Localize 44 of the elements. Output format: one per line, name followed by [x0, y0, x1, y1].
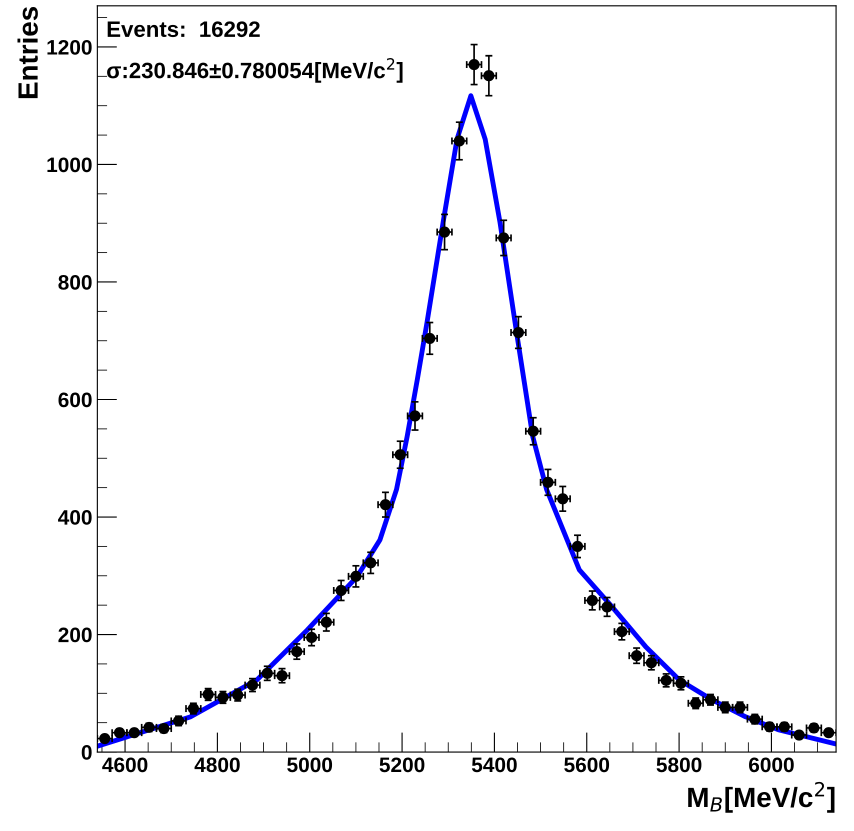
x-axis-title: M$_{B}$[MeV/c$^{2}$] [688, 782, 834, 813]
point [365, 557, 376, 568]
point [394, 449, 406, 460]
y-tick-label: 800 [58, 274, 92, 290]
point [306, 632, 318, 644]
x-tick-label: 5200 [380, 757, 424, 772]
x-tick-label: 4800 [194, 757, 240, 772]
point [320, 616, 332, 628]
point [424, 332, 436, 344]
point [528, 426, 539, 437]
y-tick-label: 600 [58, 392, 92, 408]
point [336, 584, 347, 596]
point [616, 626, 628, 638]
point [246, 680, 258, 691]
point [483, 70, 494, 82]
point [350, 570, 362, 582]
y-tick-label: 1200 [47, 40, 92, 55]
point [512, 326, 524, 338]
point [454, 135, 465, 147]
point [498, 232, 510, 244]
x-tick-label: 6000 [749, 757, 794, 772]
x-tick-label: 5000 [287, 757, 332, 772]
annotation: σ:230.846±0.780054[MeV/c$^{2}$] [107, 58, 403, 83]
x-tick-label: 5400 [472, 757, 517, 772]
y-tick-label: 1000 [47, 157, 92, 172]
x-tick-label: 4600 [102, 757, 148, 772]
y-tick-label: 200 [58, 628, 92, 642]
point [409, 410, 421, 422]
point [291, 646, 302, 658]
point [586, 594, 598, 606]
annotation: Events: 16292 [108, 21, 260, 38]
point [557, 493, 568, 504]
point [572, 540, 584, 552]
point [99, 732, 110, 744]
point [468, 59, 480, 70]
point [438, 226, 450, 238]
x-tick-label: 5600 [564, 757, 610, 772]
y-tick-label: 400 [58, 510, 92, 525]
line-series [97, 93, 836, 749]
point [542, 476, 554, 488]
y-axis-title: Entries [17, 6, 38, 98]
y-tick-label: 0 [82, 745, 92, 760]
point [380, 499, 392, 510]
x-tick-label: 5800 [656, 757, 702, 772]
